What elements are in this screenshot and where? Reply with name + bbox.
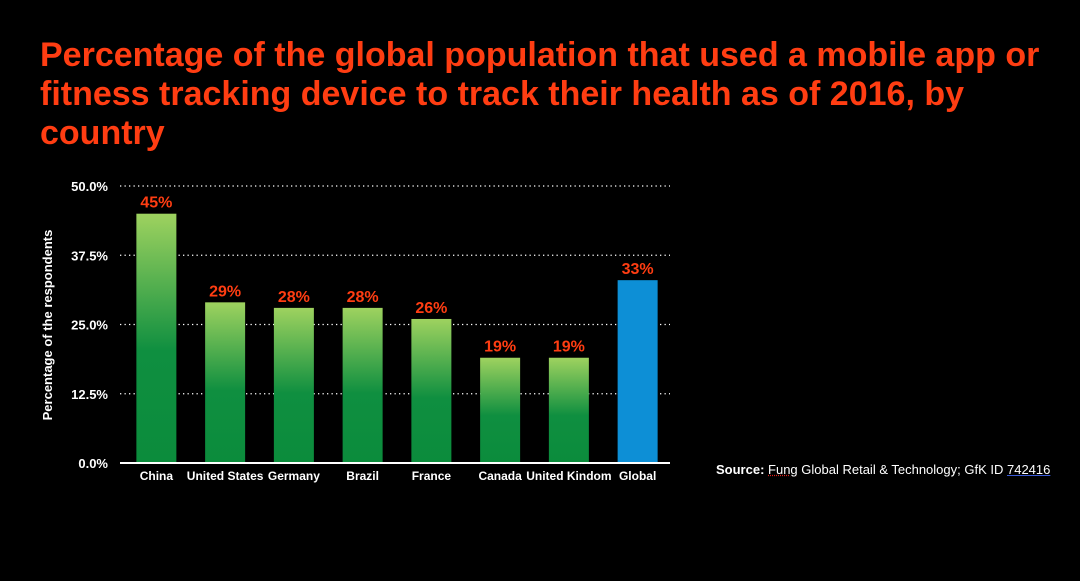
- x-tick-label: Canada: [478, 469, 522, 483]
- y-axis-ticks: 0.0% 12.5% 25.0% 37.5% 50.0%: [71, 179, 108, 471]
- data-label: 19%: [484, 339, 516, 356]
- x-axis-ticks: China United States Germany Brazil France Can…: [140, 469, 657, 483]
- data-label: 26%: [415, 300, 447, 317]
- source-note: Source: Fung Global Retail & Technology;…: [716, 462, 1050, 477]
- x-tick-label: Germany: [268, 469, 320, 483]
- x-tick-label: United Kindom: [526, 469, 611, 483]
- y-tick-label: 50.0%: [71, 179, 108, 194]
- bar: [480, 357, 521, 463]
- x-tick-label: Global: [619, 469, 656, 483]
- x-tick-label: France: [412, 469, 452, 483]
- chart-title: Percentage of the global population that…: [40, 36, 1040, 152]
- y-tick-label: 25.0%: [71, 318, 108, 333]
- x-tick-label: United States: [187, 469, 264, 483]
- source-text: Global Retail & Technology; GfK ID: [797, 462, 1007, 477]
- bar: [548, 357, 589, 463]
- data-label: 29%: [209, 283, 241, 300]
- data-label: 19%: [553, 339, 585, 356]
- source-first-word: Fung: [768, 462, 798, 477]
- bar: [136, 213, 177, 463]
- data-label: 45%: [140, 195, 172, 212]
- data-label: 33%: [622, 261, 654, 278]
- x-tick-label: Brazil: [346, 469, 379, 483]
- data-labels: 45% 29% 28% 28% 26% 19% 19% 33%: [140, 195, 653, 356]
- bars: [136, 213, 658, 463]
- bar: [342, 307, 383, 463]
- bar: [617, 280, 658, 463]
- bar: [205, 302, 246, 463]
- y-tick-label: 37.5%: [71, 248, 108, 263]
- y-tick-label: 0.0%: [78, 456, 108, 471]
- source-id: 742416: [1006, 462, 1051, 477]
- bar: [273, 307, 314, 463]
- data-label: 28%: [347, 289, 379, 306]
- gridlines: [120, 185, 670, 395]
- y-axis-label: Percentage of the respondents: [40, 230, 55, 421]
- bar: [411, 318, 452, 463]
- data-label: 28%: [278, 289, 310, 306]
- x-tick-label: China: [140, 469, 174, 483]
- y-tick-label: 12.5%: [71, 387, 108, 402]
- source-label: Source:: [716, 462, 765, 477]
